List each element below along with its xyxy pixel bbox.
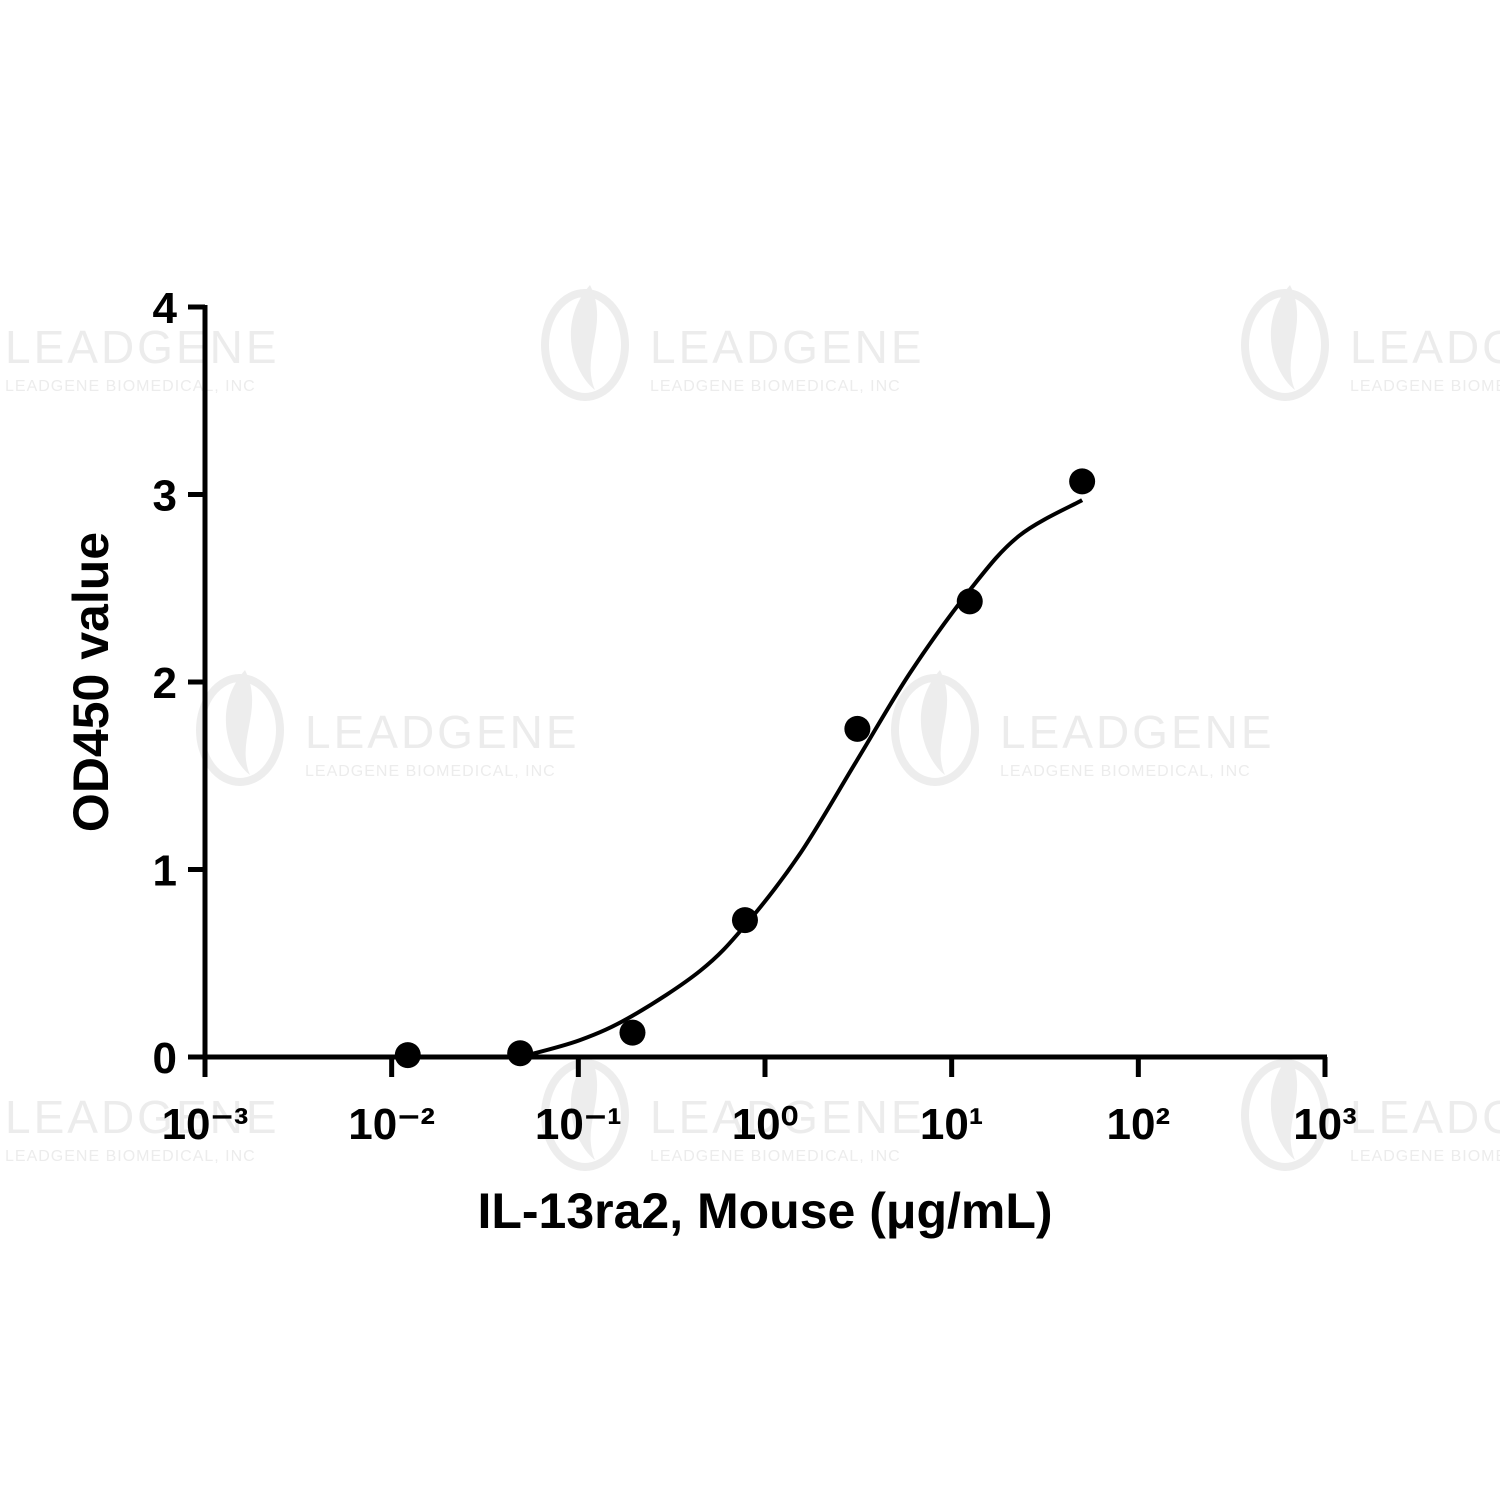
x-tick-label: 10⁻³ <box>162 1100 249 1149</box>
watermark-company: LEADGENE BIOMEDICAL, INC <box>650 378 901 395</box>
watermark-company: LEADGENE BIOMEDICAL, INC <box>5 1148 256 1165</box>
fit-curve <box>519 498 1084 1059</box>
watermark-name: LEADGENE <box>650 321 925 373</box>
watermark-company: LEADGENE BIOMEDICAL, INC <box>1000 763 1251 780</box>
data-point <box>507 1040 534 1067</box>
watermark-name: LEADGENE <box>305 706 580 758</box>
watermark-leaf <box>920 670 948 775</box>
watermark-leaf <box>225 670 253 775</box>
data-point <box>1069 468 1096 495</box>
watermarks: LEADGENE LEADGENE BIOMEDICAL, INC LEADGENE… <box>5 285 1500 1171</box>
watermark-company: LEADGENE BIOMEDICAL, INC <box>1350 378 1500 395</box>
data-point <box>619 1019 646 1046</box>
watermark-name: LEADGENE <box>650 1091 925 1143</box>
watermark-company: LEADGENE BIOMEDICAL, INC <box>1350 1148 1500 1165</box>
data-point <box>731 907 758 934</box>
x-tick-label: 10³ <box>1293 1100 1357 1149</box>
watermark-name: LEADGENE <box>5 1091 280 1143</box>
watermark-company: LEADGENE BIOMEDICAL, INC <box>305 763 556 780</box>
x-tick-label: 10⁻¹ <box>535 1100 622 1149</box>
y-tick-label: 0 <box>153 1034 177 1083</box>
y-tick-label: 1 <box>153 847 177 896</box>
y-axis-title: OD450 value <box>63 532 119 832</box>
x-axis-title: IL-13ra2, Mouse (μg/mL) <box>477 1183 1052 1239</box>
watermark-leaf <box>570 1055 598 1160</box>
watermark-name: LEADGENE <box>1350 1091 1500 1143</box>
watermark-name: LEADGENE <box>1000 706 1275 758</box>
watermark-leaf <box>1270 285 1298 390</box>
watermark-company: LEADGENE BIOMEDICAL, INC <box>650 1148 901 1165</box>
y-tick-label: 4 <box>153 284 178 333</box>
data-point <box>394 1042 421 1069</box>
x-tick-label: 10² <box>1107 1100 1171 1149</box>
watermark-name: LEADGENE <box>5 321 280 373</box>
watermark-leaf <box>1270 1055 1298 1160</box>
x-tick-label: 10⁰ <box>732 1100 799 1149</box>
x-tick-label: 10⁻² <box>348 1100 435 1149</box>
y-tick-label: 2 <box>153 659 177 708</box>
x-tick-label: 10¹ <box>920 1100 984 1149</box>
watermark-name: LEADGENE <box>1350 321 1500 373</box>
data-point <box>956 588 983 615</box>
y-tick-label: 3 <box>153 472 177 521</box>
watermark-leaf <box>570 285 598 390</box>
watermark-company: LEADGENE BIOMEDICAL, INC <box>5 378 256 395</box>
data-point <box>844 715 871 742</box>
